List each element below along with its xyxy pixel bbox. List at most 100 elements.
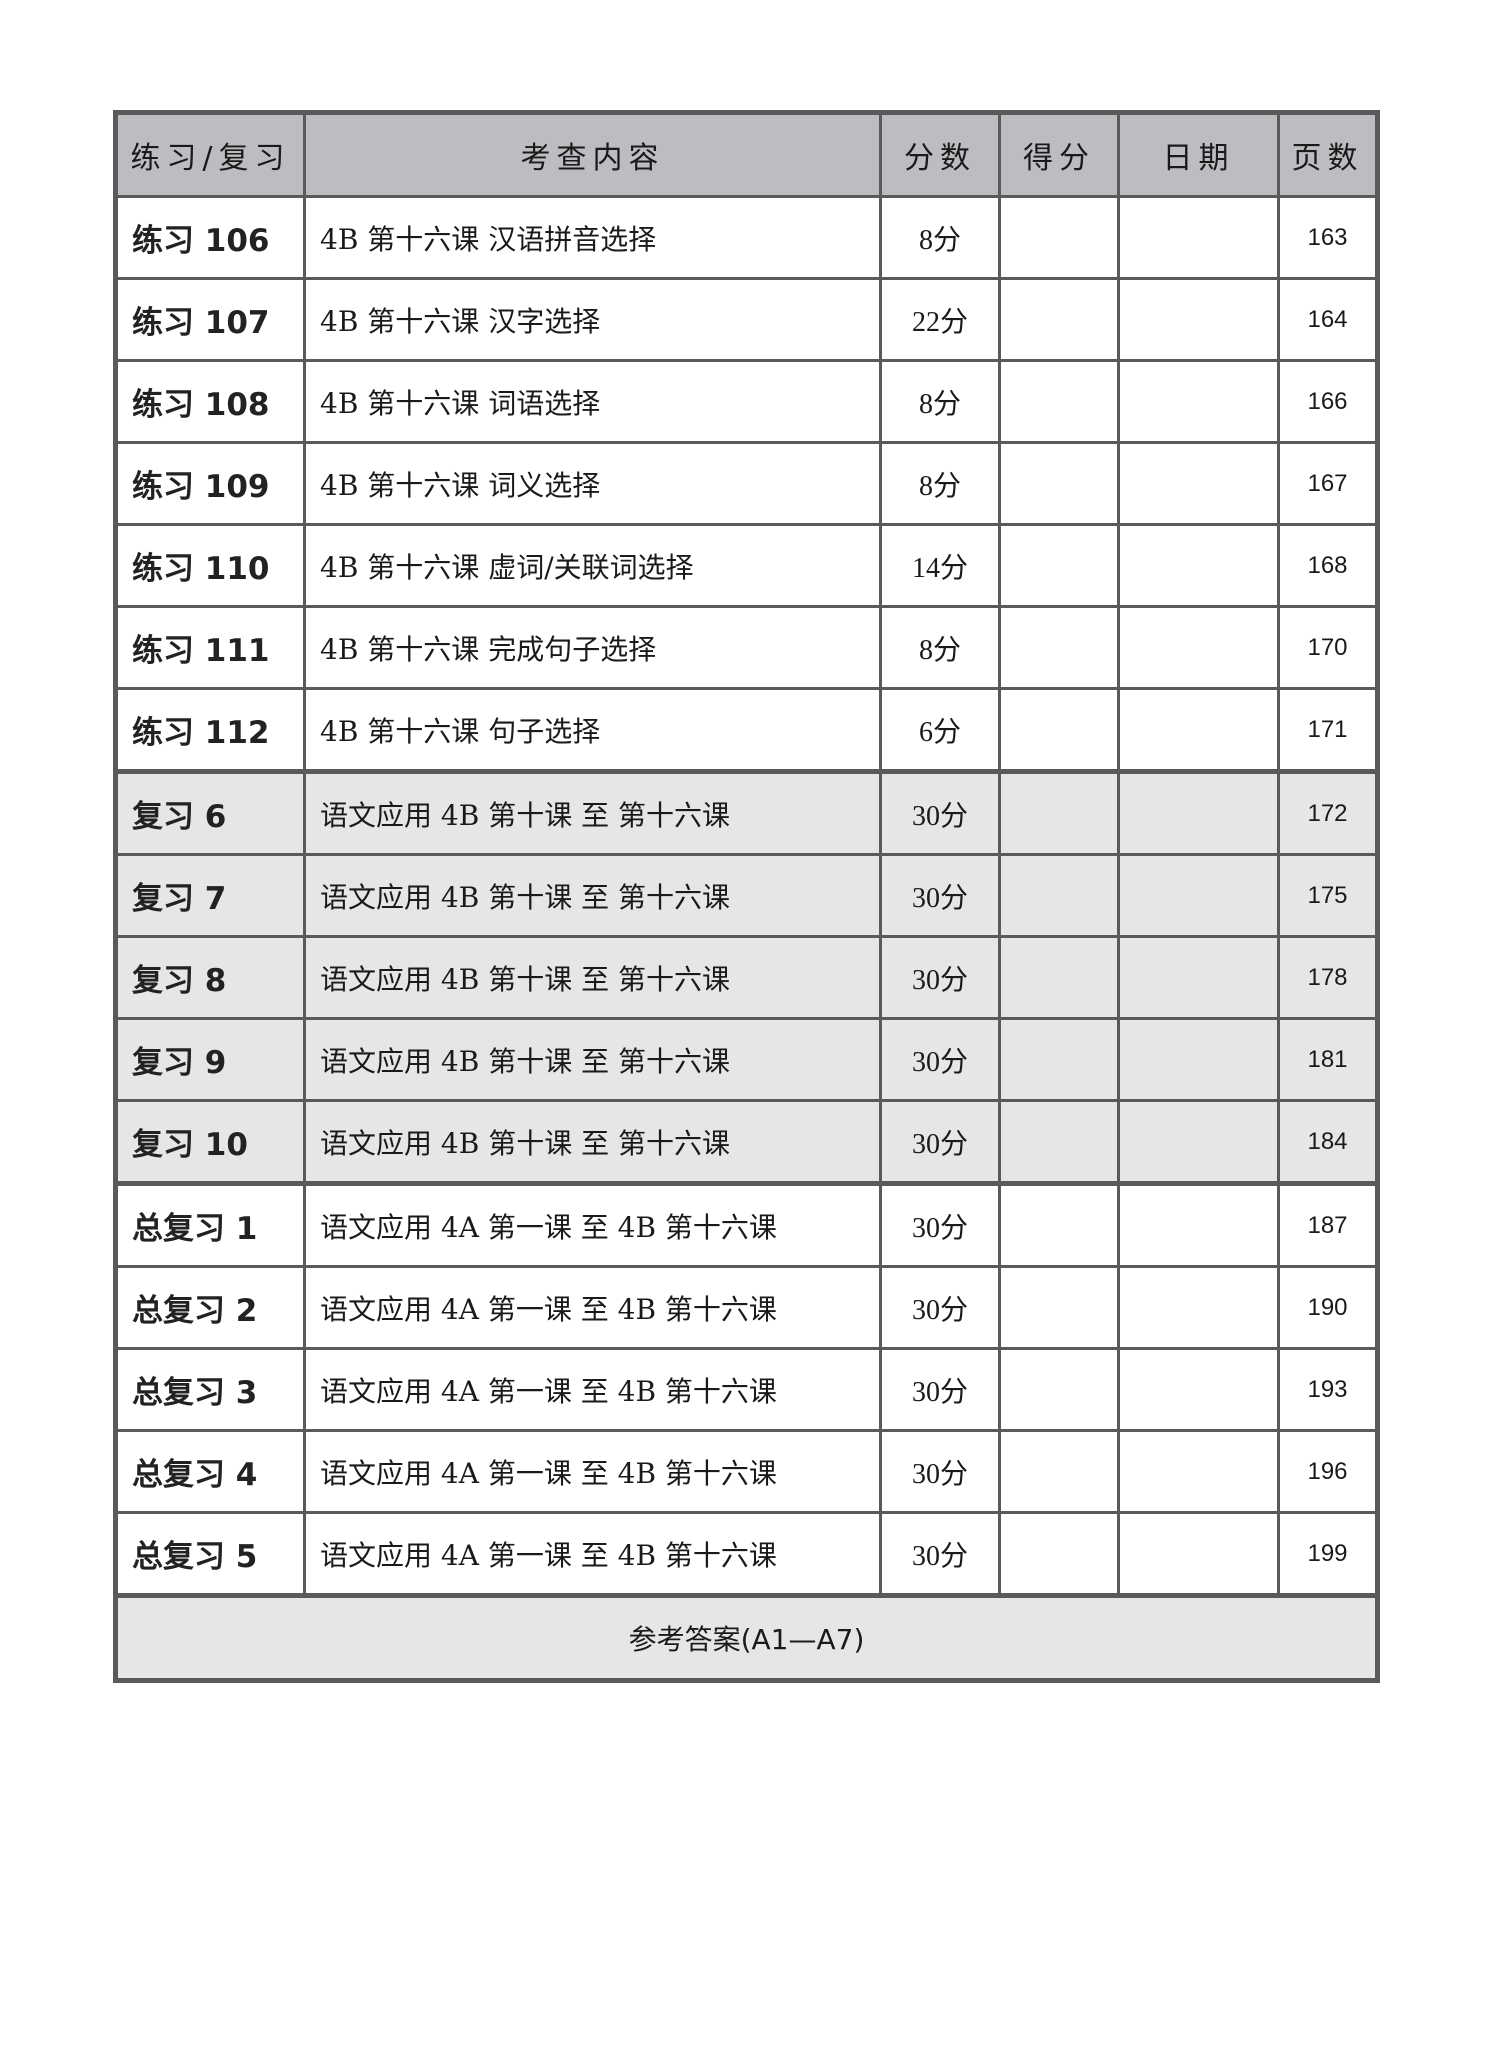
total-score: 30分 [879,1017,1001,1102]
page-number: 167 [1277,441,1379,526]
date-cell [1117,1181,1280,1268]
page-number: 181 [1277,1017,1379,1102]
date-cell [1117,1429,1280,1514]
total-score: 22分 [879,277,1001,362]
page-number: 163 [1277,195,1379,280]
table-row: 总复习 4 语文应用 4A 第一课 至 4B 第十六课 30分 196 [114,1429,1379,1514]
header-content: 考查内容 [303,111,882,198]
table-row: 练习 106 4B 第十六课 汉语拼音选择 8分 163 [114,195,1379,280]
score-obtained-cell [998,441,1120,526]
exercise-content: 语文应用 4B 第十课 至 第十六课 [303,853,882,938]
answers-label: 参考答案(A1—A7) [114,1593,1379,1682]
table-row: 总复习 1 语文应用 4A 第一课 至 4B 第十六课 30分 187 [114,1181,1379,1268]
table-row: 练习 110 4B 第十六课 虚词/关联词选择 14分 168 [114,523,1379,608]
score-obtained-cell [998,1017,1120,1102]
page-number: 184 [1277,1099,1379,1185]
total-score: 8分 [879,195,1001,280]
exercise-name: 总复习 1 [114,1181,306,1268]
date-cell [1117,605,1280,690]
total-score: 30分 [879,1265,1001,1350]
contents-table: 练习/复习 考查内容 分数 得分 日期 页数 练习 106 4B 第十六课 汉语拼… [113,110,1380,1683]
score-obtained-cell [998,1265,1120,1350]
exercise-name: 练习 107 [114,277,306,362]
score-obtained-cell [998,195,1120,280]
page-number: 170 [1277,605,1379,690]
exercise-name: 练习 106 [114,195,306,280]
page-number: 178 [1277,935,1379,1020]
exercise-content: 4B 第十六课 词语选择 [303,359,882,444]
table-row: 复习 8 语文应用 4B 第十课 至 第十六课 30分 178 [114,935,1379,1020]
table-row: 复习 10 语文应用 4B 第十课 至 第十六课 30分 184 [114,1099,1379,1185]
page-number: 166 [1277,359,1379,444]
exercise-name: 练习 111 [114,605,306,690]
score-obtained-cell [998,853,1120,938]
exercise-name: 复习 9 [114,1017,306,1102]
header-page: 页数 [1277,111,1379,198]
page-number: 193 [1277,1347,1379,1432]
page-number: 196 [1277,1429,1379,1514]
date-cell [1117,1511,1280,1597]
exercise-content: 4B 第十六课 虚词/关联词选择 [303,523,882,608]
score-obtained-cell [998,605,1120,690]
score-obtained-cell [998,769,1120,856]
total-score: 8分 [879,359,1001,444]
date-cell [1117,359,1280,444]
exercise-name: 总复习 2 [114,1265,306,1350]
table-row: 练习 111 4B 第十六课 完成句子选择 8分 170 [114,605,1379,690]
exercise-name: 复习 6 [114,769,306,856]
date-cell [1117,687,1280,773]
total-score: 30分 [879,1347,1001,1432]
total-score: 8分 [879,441,1001,526]
score-obtained-cell [998,1347,1120,1432]
total-score: 14分 [879,523,1001,608]
score-obtained-cell [998,277,1120,362]
date-cell [1117,769,1280,856]
page-number: 168 [1277,523,1379,608]
table-row: 复习 6 语文应用 4B 第十课 至 第十六课 30分 172 [114,769,1379,856]
exercise-content: 语文应用 4A 第一课 至 4B 第十六课 [303,1347,882,1432]
exercise-content: 4B 第十六课 汉语拼音选择 [303,195,882,280]
header-score-obtained: 得分 [998,111,1120,198]
total-score: 30分 [879,769,1001,856]
exercise-content: 语文应用 4B 第十课 至 第十六课 [303,935,882,1020]
exercise-content: 语文应用 4A 第一课 至 4B 第十六课 [303,1265,882,1350]
exercise-name: 复习 7 [114,853,306,938]
score-obtained-cell [998,935,1120,1020]
page-number: 175 [1277,853,1379,938]
exercise-name: 练习 108 [114,359,306,444]
date-cell [1117,1265,1280,1350]
exercise-content: 语文应用 4B 第十课 至 第十六课 [303,1099,882,1185]
page-number: 187 [1277,1181,1379,1268]
total-score: 30分 [879,853,1001,938]
table-row: 复习 7 语文应用 4B 第十课 至 第十六课 30分 175 [114,853,1379,938]
exercise-content: 语文应用 4B 第十课 至 第十六课 [303,1017,882,1102]
table-row: 总复习 5 语文应用 4A 第一课 至 4B 第十六课 30分 199 [114,1511,1379,1597]
header-exercise: 练习/复习 [114,111,306,198]
header-total-score: 分数 [879,111,1001,198]
exercise-content: 语文应用 4B 第十课 至 第十六课 [303,769,882,856]
exercise-content: 语文应用 4A 第一课 至 4B 第十六课 [303,1511,882,1597]
page-number: 164 [1277,277,1379,362]
score-obtained-cell [998,1511,1120,1597]
date-cell [1117,1017,1280,1102]
header-row: 练习/复习 考查内容 分数 得分 日期 页数 [114,111,1379,198]
page-number: 171 [1277,687,1379,773]
exercise-name: 练习 110 [114,523,306,608]
page-number: 190 [1277,1265,1379,1350]
exercise-content: 4B 第十六课 完成句子选择 [303,605,882,690]
exercise-content: 4B 第十六课 句子选择 [303,687,882,773]
answers-row: 参考答案(A1—A7) [114,1593,1379,1682]
table-row: 复习 9 语文应用 4B 第十课 至 第十六课 30分 181 [114,1017,1379,1102]
total-score: 30分 [879,935,1001,1020]
page-number: 172 [1277,769,1379,856]
table-row: 总复习 3 语文应用 4A 第一课 至 4B 第十六课 30分 193 [114,1347,1379,1432]
exercise-name: 总复习 4 [114,1429,306,1514]
total-score: 30分 [879,1181,1001,1268]
total-score: 6分 [879,687,1001,773]
date-cell [1117,195,1280,280]
exercise-name: 总复习 5 [114,1511,306,1597]
date-cell [1117,1347,1280,1432]
total-score: 30分 [879,1429,1001,1514]
exercise-name: 复习 8 [114,935,306,1020]
table-row: 练习 109 4B 第十六课 词义选择 8分 167 [114,441,1379,526]
